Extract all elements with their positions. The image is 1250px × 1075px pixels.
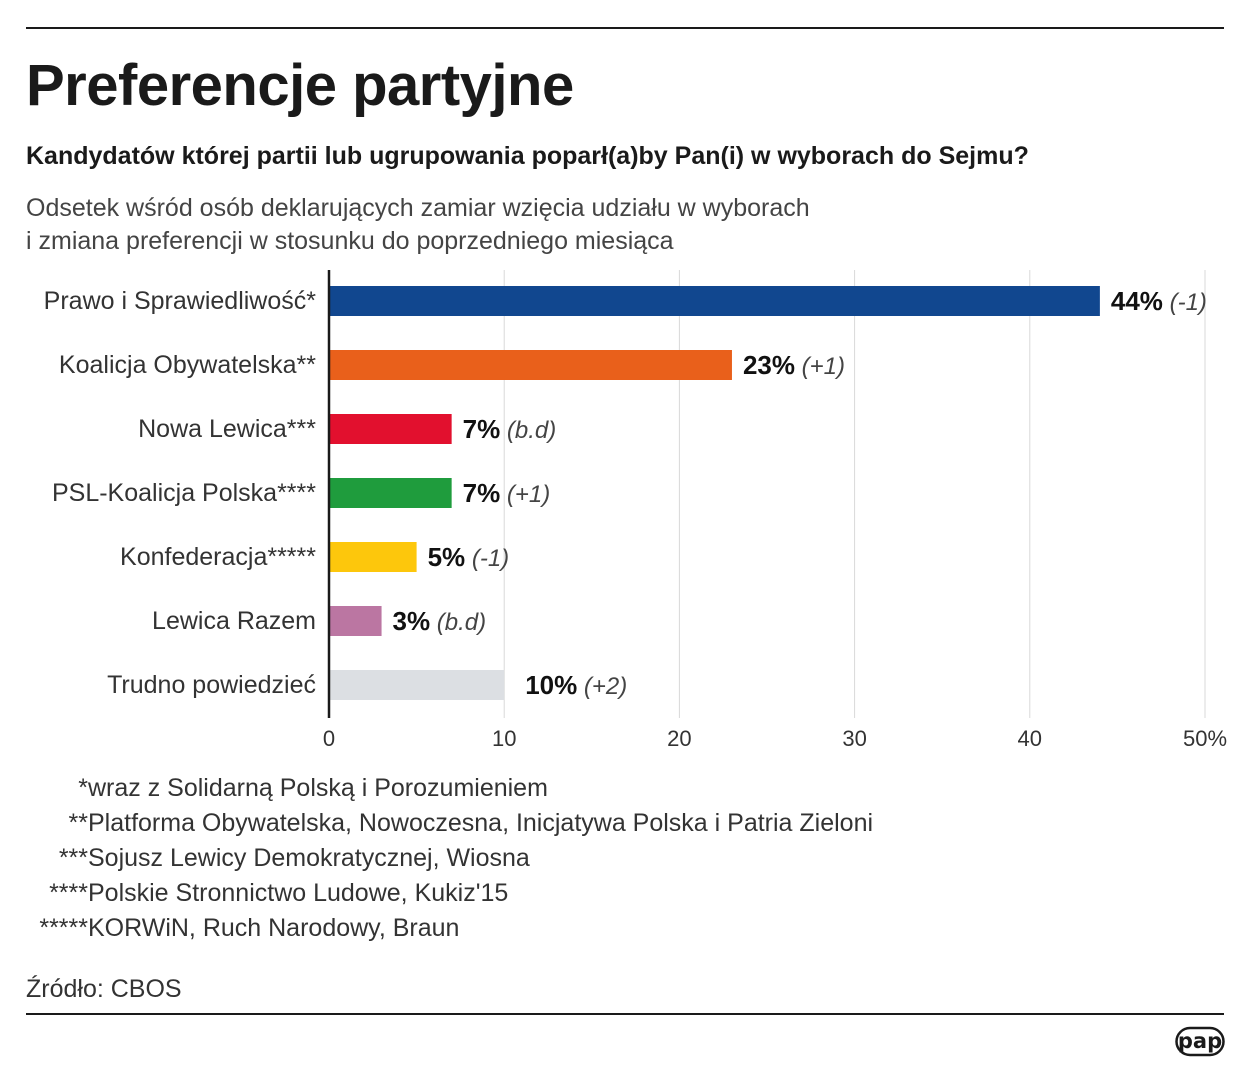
bar-7	[329, 670, 505, 700]
footnote-5: *****KORWiN, Ruch Narodowy, Braun	[26, 914, 459, 943]
x-tick-label-50: 50%	[1183, 726, 1227, 751]
footnote-4-marker: ****	[49, 879, 88, 907]
source-note: Źródło: CBOS	[26, 975, 182, 1003]
pap-logo-text: pap	[1178, 1029, 1222, 1053]
category-label-1: Prawo i Sprawiedliwość*	[44, 287, 317, 315]
bar-5	[329, 542, 417, 572]
footnote-4-text: Polskie Stronnictwo Ludowe, Kukiz'15	[88, 879, 509, 907]
category-label-3: Nowa Lewica***	[138, 415, 316, 443]
value-label-3: 7% (b.d)	[463, 414, 557, 444]
category-label-4: PSL-Koalicja Polska****	[52, 479, 316, 507]
category-label-5: Konfederacja*****	[120, 543, 316, 571]
top-rule	[26, 27, 1224, 29]
footnote-2-marker: **	[68, 809, 88, 837]
footnote-1-marker: *	[78, 774, 88, 802]
bar-6	[329, 606, 382, 636]
footnote-5-text: KORWiN, Ruch Narodowy, Braun	[88, 914, 460, 942]
value-label-4: 7% (+1)	[463, 478, 551, 508]
chart-description-line-2: i zmiana preferencji w stosunku do poprz…	[26, 227, 674, 255]
bar-2	[329, 350, 732, 380]
category-label-7: Trudno powiedzieć	[107, 671, 316, 699]
footnote-4: ****Polskie Stronnictwo Ludowe, Kukiz'15	[26, 879, 508, 908]
value-label-6: 3% (b.d)	[393, 606, 487, 636]
pap-logo: pap	[1175, 1026, 1225, 1057]
bar-1	[329, 286, 1100, 316]
footnote-1-text: wraz z Solidarną Polską i Porozumieniem	[88, 774, 548, 802]
x-tick-label-40: 40	[1018, 726, 1042, 751]
footnote-3-text: Sojusz Lewicy Demokratycznej, Wiosna	[88, 844, 530, 872]
bar-4	[329, 478, 452, 508]
value-label-7: 10% (+2)	[525, 670, 627, 700]
x-tick-label-30: 30	[842, 726, 866, 751]
footnote-1: *wraz z Solidarną Polską i Porozumieniem	[26, 774, 548, 803]
footnote-2-text: Platforma Obywatelska, Nowoczesna, Inicj…	[88, 809, 874, 837]
bar-3	[329, 414, 452, 444]
footnote-2: **Platforma Obywatelska, Nowoczesna, Ini…	[26, 809, 874, 838]
footnote-5-marker: *****	[39, 914, 88, 942]
x-tick-label-0: 0	[323, 726, 335, 751]
value-label-1: 44% (-1)	[1111, 286, 1207, 316]
x-tick-label-10: 10	[492, 726, 516, 751]
chart-title: Preferencje partyjne	[26, 53, 574, 118]
category-label-6: Lewica Razem	[152, 607, 316, 635]
chart-subtitle: Kandydatów której partii lub ugrupowania…	[26, 142, 1029, 170]
bar-chart: Prawo i Sprawiedliwość* 44% (-1) Koalicja …	[44, 270, 1227, 751]
value-label-2: 23% (+1)	[743, 350, 845, 380]
category-label-2: Koalicja Obywatelska**	[59, 351, 316, 379]
value-label-5: 5% (-1)	[428, 542, 510, 572]
chart-description-line-1: Odsetek wśród osób deklarujących zamiar …	[26, 194, 810, 222]
footnote-3-marker: ***	[58, 844, 88, 872]
x-tick-label-20: 20	[667, 726, 691, 751]
footnote-3: ***Sojusz Lewicy Demokratycznej, Wiosna	[26, 844, 530, 873]
bottom-rule	[26, 1013, 1224, 1015]
